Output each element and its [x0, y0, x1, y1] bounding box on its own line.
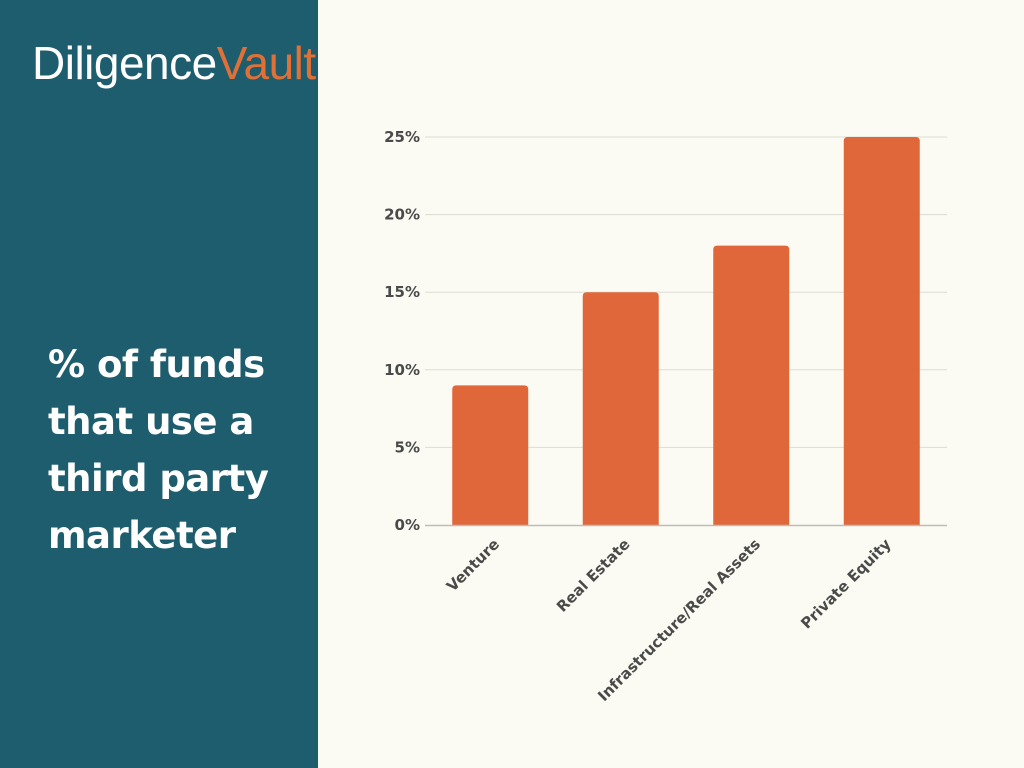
bar-real-estate — [582, 292, 659, 525]
x-category-label: Venture — [443, 535, 503, 595]
x-category-label: Real Estate — [553, 535, 634, 616]
bar-private-equity — [843, 137, 920, 525]
bar-venture — [452, 385, 529, 525]
y-tick-label: 5% — [395, 438, 420, 456]
y-tick-label: 0% — [395, 516, 420, 534]
chart-area: 0% 5% 10% 15% 20% 25% Venture Real Estate Infras… — [318, 0, 1024, 768]
bar-infrastructure-real-assets — [713, 245, 790, 525]
x-category-label: Private Equity — [797, 535, 895, 633]
y-tick-label: 10% — [384, 361, 420, 379]
bar-chart: 0%5%10%15%20%25%Venture Real EstateInfras… — [384, 128, 947, 705]
left-panel: DiligenceVault % of funds that use a thi… — [0, 0, 318, 768]
y-tick-label: 25% — [384, 128, 420, 146]
logo-text-vault: Vault — [216, 37, 316, 89]
diligencevault-logo: DiligenceVault — [32, 40, 316, 86]
headline: % of funds that use a third party market… — [48, 343, 269, 557]
y-tick-label: 15% — [384, 283, 420, 301]
y-tick-label: 20% — [384, 206, 420, 224]
logo-text-diligence: Diligence — [32, 37, 217, 89]
